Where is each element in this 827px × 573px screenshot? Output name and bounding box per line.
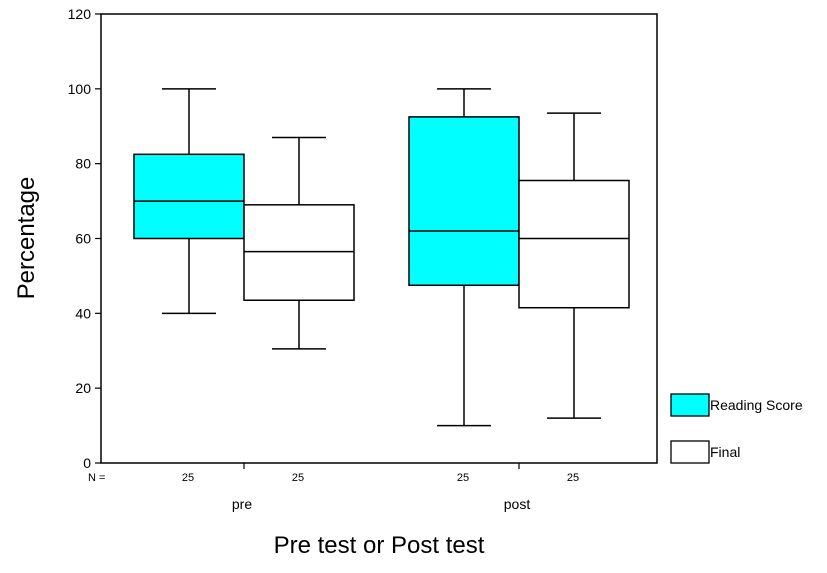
n-label: N = — [88, 472, 105, 484]
box — [133, 153, 245, 240]
legend-label: Final — [710, 444, 740, 460]
n-value: 25 — [182, 472, 194, 484]
box — [518, 179, 630, 309]
chart-marks: 0 20 40 60 80 100 120 pre post 25 25 25 25 Reading Sc… — [68, 6, 803, 512]
y-tick-label: 0 — [83, 455, 91, 471]
box — [243, 204, 355, 301]
y-tick-label: 100 — [68, 81, 92, 97]
y-tick-label: 20 — [75, 380, 91, 396]
n-value: 25 — [567, 472, 579, 484]
box — [408, 116, 520, 287]
n-value: 25 — [457, 472, 469, 484]
legend-swatch — [670, 440, 710, 464]
y-tick-label: 80 — [75, 156, 91, 172]
x-axis-title: Pre test or Post test — [274, 532, 485, 559]
y-axis-title: Percentage — [13, 177, 40, 300]
y-tick-label: 120 — [68, 6, 92, 22]
n-value: 25 — [292, 472, 304, 484]
legend-label: Reading Score — [710, 397, 803, 413]
y-tick-label: 60 — [75, 231, 91, 247]
legend-swatch — [670, 393, 710, 417]
x-category-label: pre — [232, 496, 252, 512]
x-category-label: post — [504, 496, 531, 512]
y-tick-label: 40 — [75, 305, 91, 321]
